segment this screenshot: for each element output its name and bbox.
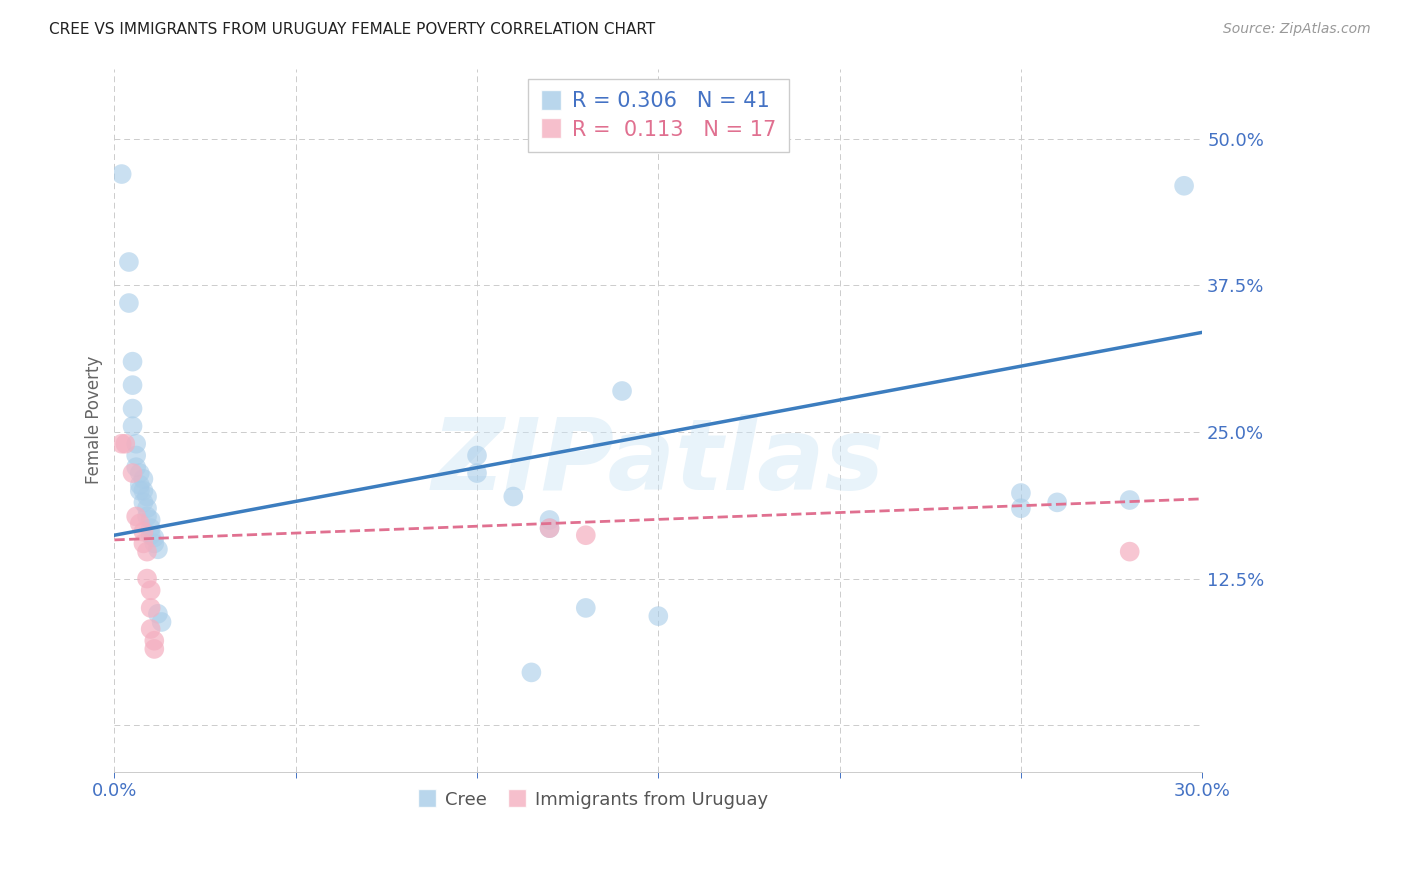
Point: [143, 531, 166, 545]
Point: [150, 615, 173, 629]
Point: [128, 477, 150, 491]
Point: [146, 542, 169, 557]
Point: [139, 622, 162, 636]
Point: [118, 255, 141, 269]
Point: [132, 495, 155, 509]
Point: [575, 528, 598, 542]
Point: [136, 501, 159, 516]
Point: [121, 354, 143, 368]
Point: [139, 601, 162, 615]
Point: [610, 384, 633, 398]
Point: [128, 466, 150, 480]
Point: [1046, 495, 1069, 509]
Point: [136, 544, 159, 558]
Point: [121, 419, 143, 434]
Point: [143, 633, 166, 648]
Point: [465, 449, 488, 463]
Point: [143, 536, 166, 550]
Point: [121, 466, 143, 480]
Point: [128, 483, 150, 498]
Point: [111, 436, 134, 450]
Point: [465, 466, 488, 480]
Point: [575, 601, 598, 615]
Point: [136, 509, 159, 524]
Point: [111, 167, 134, 181]
Point: [132, 536, 155, 550]
Point: [1010, 486, 1032, 500]
Point: [143, 642, 166, 657]
Point: [1118, 493, 1140, 508]
Legend: Cree, Immigrants from Uruguay: Cree, Immigrants from Uruguay: [411, 783, 776, 816]
Point: [146, 607, 169, 621]
Point: [136, 490, 159, 504]
Point: [1173, 178, 1195, 193]
Point: [139, 521, 162, 535]
Point: [114, 436, 136, 450]
Point: [538, 521, 561, 535]
Point: [125, 460, 148, 475]
Point: [502, 490, 524, 504]
Text: Source: ZipAtlas.com: Source: ZipAtlas.com: [1223, 22, 1371, 37]
Point: [125, 509, 148, 524]
Point: [647, 609, 669, 624]
Text: ZIPatlas: ZIPatlas: [432, 414, 884, 511]
Point: [125, 436, 148, 450]
Point: [538, 521, 561, 535]
Point: [538, 513, 561, 527]
Point: [125, 449, 148, 463]
Point: [136, 572, 159, 586]
Point: [139, 528, 162, 542]
Point: [139, 513, 162, 527]
Point: [1010, 501, 1032, 516]
Point: [1118, 544, 1140, 558]
Point: [118, 296, 141, 310]
Point: [121, 401, 143, 416]
Point: [132, 483, 155, 498]
Y-axis label: Female Poverty: Female Poverty: [86, 356, 103, 484]
Point: [132, 524, 155, 539]
Point: [132, 472, 155, 486]
Point: [139, 583, 162, 598]
Point: [121, 378, 143, 392]
Point: [520, 665, 543, 680]
Point: [128, 516, 150, 531]
Text: CREE VS IMMIGRANTS FROM URUGUAY FEMALE POVERTY CORRELATION CHART: CREE VS IMMIGRANTS FROM URUGUAY FEMALE P…: [49, 22, 655, 37]
